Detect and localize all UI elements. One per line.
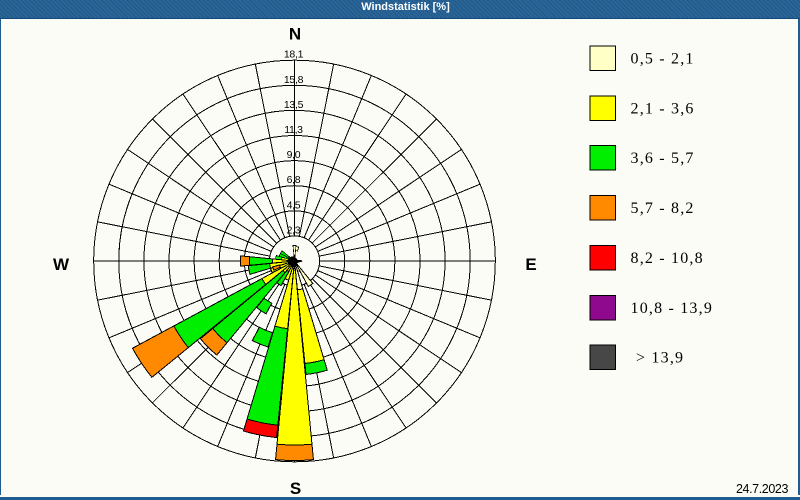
svg-text:8,2 - 10,8: 8,2 - 10,8: [631, 250, 704, 267]
svg-text:> 13,9: > 13,9: [636, 350, 684, 367]
svg-text:15,8: 15,8: [284, 74, 304, 86]
svg-text:13,5: 13,5: [284, 99, 304, 111]
svg-text:5,7 - 8,2: 5,7 - 8,2: [631, 200, 695, 217]
svg-text:W: W: [53, 255, 70, 274]
svg-text:E: E: [525, 255, 536, 274]
svg-text:6,8: 6,8: [287, 174, 301, 186]
svg-text:2,3: 2,3: [287, 224, 301, 236]
svg-text:18,1: 18,1: [284, 49, 304, 61]
svg-text:3,6 - 5,7: 3,6 - 5,7: [631, 150, 695, 167]
svg-text:N: N: [289, 25, 301, 44]
svg-text:11,3: 11,3: [284, 124, 303, 136]
svg-text:4,5: 4,5: [287, 199, 301, 211]
svg-text:24.7.2023: 24.7.2023: [736, 482, 788, 496]
svg-text:10,8 - 13,9: 10,8 - 13,9: [631, 300, 714, 317]
svg-text:0,5 - 2,1: 0,5 - 2,1: [631, 51, 695, 68]
svg-text:2,1 - 3,6: 2,1 - 3,6: [631, 100, 695, 117]
svg-text:9,0: 9,0: [287, 149, 301, 161]
svg-text:S: S: [290, 479, 301, 498]
